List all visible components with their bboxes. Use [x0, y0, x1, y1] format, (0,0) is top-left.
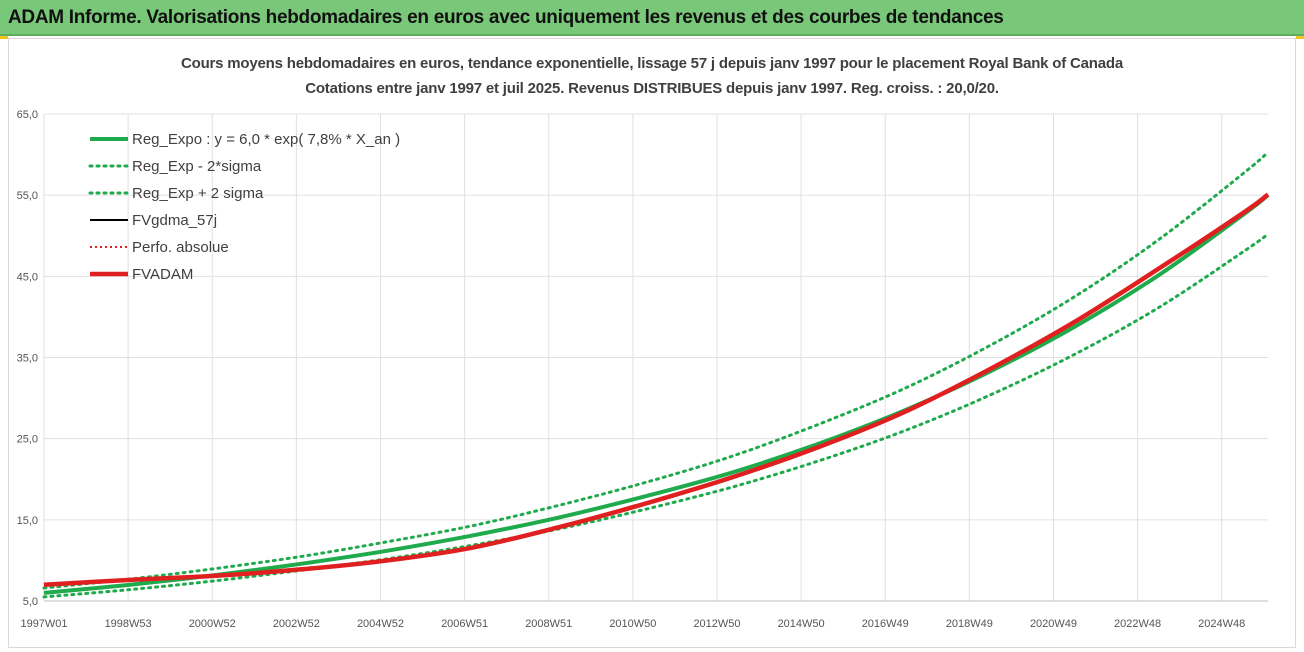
legend-label-fvgdma-57j: FVgdma_57j [132, 212, 217, 229]
y-tick-label: 65,0 [17, 109, 38, 121]
y-tick-label: 35,0 [17, 353, 38, 365]
legend-label-perfo-absolue: Perfo. absolue [132, 239, 229, 256]
corner-accent-right [1296, 36, 1304, 39]
chart-title: Cours moyens hebdomadaires en euros, ten… [180, 55, 1123, 72]
x-tick-label: 2006W51 [441, 618, 488, 630]
x-tick-label: 1998W53 [105, 618, 152, 630]
series-line-fvadam [43, 192, 1270, 588]
series-line-reg-exp-2-sigma [42, 232, 1270, 599]
legend-label-reg-exp-2-sigma: Reg_Exp - 2*sigma [132, 158, 262, 175]
corner-accent-left [0, 36, 8, 39]
legend: Reg_Expo : y = 6,0 * exp( 7,8% * X_an ) R… [88, 131, 400, 283]
axes: 5,0 15,0 25,0 35,0 45,0 55,0 65,0 1997W01 1998W5… [17, 109, 1268, 630]
y-tick-label: 25,0 [17, 434, 38, 446]
x-tick-label: 2018W49 [946, 618, 993, 630]
x-tick-label: 2022W48 [1114, 618, 1161, 630]
series-line-reg-expo-y-6-0-exp-7-8-x-an [43, 193, 1270, 595]
x-tick-label: 1997W01 [20, 618, 67, 630]
x-tick-label: 2008W51 [525, 618, 572, 630]
report-title: ADAM Informe. Valorisations hebdomadaire… [8, 7, 1004, 28]
chart-frame [8, 38, 1296, 648]
x-tick-label: 2016W49 [862, 618, 909, 630]
chart-subtitle: Cotations entre janv 1997 et juil 2025. … [305, 80, 999, 97]
x-tick-label: 2010W50 [609, 618, 656, 630]
x-tick-label: 2012W50 [693, 618, 740, 630]
series-line-reg-exp-2-sigma [42, 150, 1270, 590]
legend-label-fvadam: FVADAM [132, 266, 193, 283]
legend-label-reg-exp-2-sigma: Reg_Exp + 2 sigma [132, 185, 264, 202]
x-tick-label: 2014W50 [778, 618, 825, 630]
x-tick-label: 2004W52 [357, 618, 404, 630]
series-lines [42, 150, 1270, 599]
x-tick-label: 2020W49 [1030, 618, 1077, 630]
x-tick-label: 2002W52 [273, 618, 320, 630]
y-tick-label: 45,0 [17, 271, 38, 283]
x-tick-label: 2024W48 [1198, 618, 1245, 630]
y-tick-label: 5,0 [23, 596, 38, 608]
legend-label-reg-expo-y-6-0-exp-7-8-x-an: Reg_Expo : y = 6,0 * exp( 7,8% * X_an ) [132, 131, 400, 148]
y-tick-label: 55,0 [17, 190, 38, 202]
y-tick-label: 15,0 [17, 515, 38, 527]
report-banner: ADAM Informe. Valorisations hebdomadaire… [0, 0, 1304, 36]
x-tick-label: 2000W52 [189, 618, 236, 630]
